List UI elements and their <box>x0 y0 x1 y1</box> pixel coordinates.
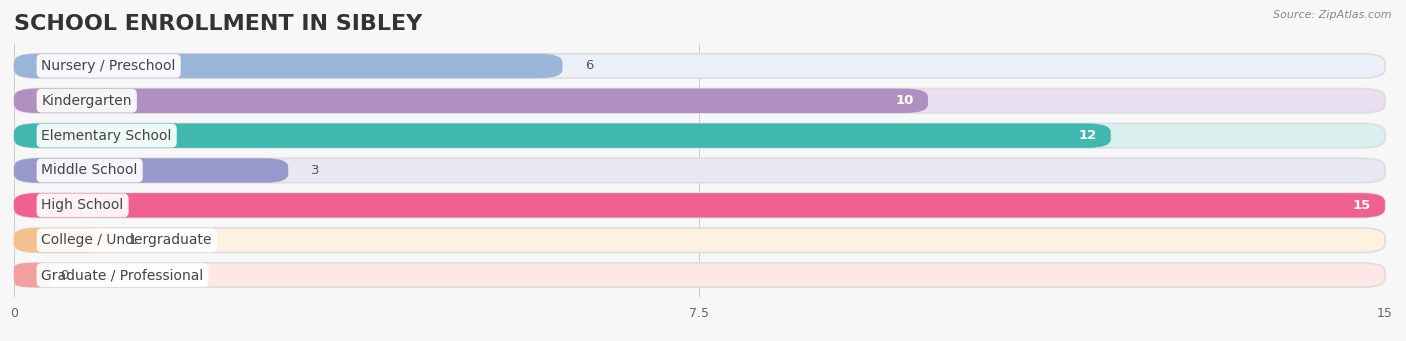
FancyBboxPatch shape <box>14 123 1111 148</box>
FancyBboxPatch shape <box>14 158 288 183</box>
Text: 1: 1 <box>128 234 136 247</box>
FancyBboxPatch shape <box>14 89 1385 113</box>
FancyBboxPatch shape <box>14 228 105 252</box>
Text: Kindergarten: Kindergarten <box>42 94 132 108</box>
Text: Graduate / Professional: Graduate / Professional <box>42 268 204 282</box>
FancyBboxPatch shape <box>14 263 51 287</box>
Text: High School: High School <box>42 198 124 212</box>
FancyBboxPatch shape <box>14 89 928 113</box>
Text: 15: 15 <box>1353 199 1371 212</box>
Text: Source: ZipAtlas.com: Source: ZipAtlas.com <box>1274 10 1392 20</box>
Text: Elementary School: Elementary School <box>42 129 172 143</box>
Text: 0: 0 <box>60 269 67 282</box>
Text: College / Undergraduate: College / Undergraduate <box>42 233 212 247</box>
Text: 12: 12 <box>1078 129 1097 142</box>
FancyBboxPatch shape <box>14 228 1385 252</box>
FancyBboxPatch shape <box>14 158 1385 183</box>
FancyBboxPatch shape <box>14 263 1385 287</box>
FancyBboxPatch shape <box>14 54 562 78</box>
Text: 10: 10 <box>896 94 914 107</box>
FancyBboxPatch shape <box>14 54 1385 78</box>
Text: SCHOOL ENROLLMENT IN SIBLEY: SCHOOL ENROLLMENT IN SIBLEY <box>14 14 422 34</box>
Text: 3: 3 <box>311 164 319 177</box>
Text: Middle School: Middle School <box>42 163 138 178</box>
FancyBboxPatch shape <box>14 193 1385 218</box>
Text: Nursery / Preschool: Nursery / Preschool <box>42 59 176 73</box>
Text: 6: 6 <box>585 59 593 72</box>
FancyBboxPatch shape <box>14 123 1385 148</box>
FancyBboxPatch shape <box>14 193 1385 218</box>
